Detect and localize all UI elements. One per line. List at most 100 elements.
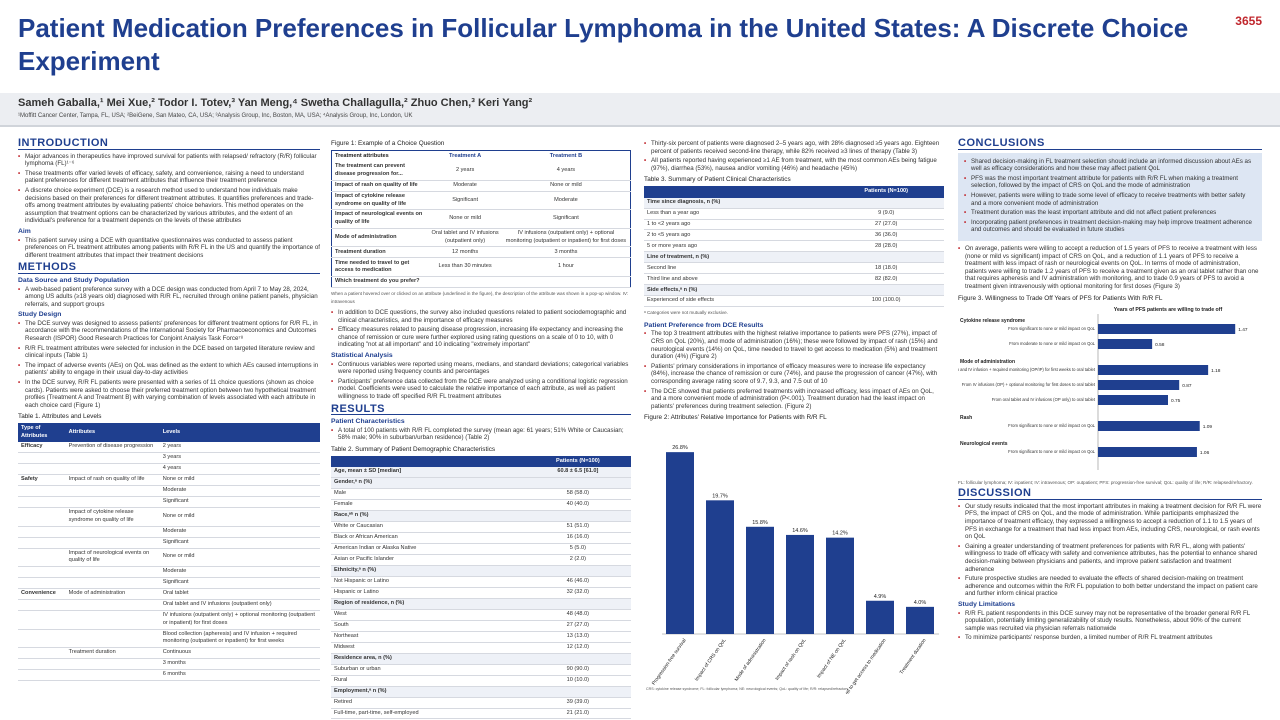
table-cell: The treatment can prevent disease progre…: [331, 162, 429, 181]
bullet-item: All patients reported having experienced…: [644, 157, 944, 172]
table-cell: [828, 251, 944, 264]
table-cell: 2 years: [159, 442, 320, 454]
table-row: Region of residence, n (%): [331, 598, 631, 610]
bullet-item: The DCE survey was designed to assess pa…: [18, 320, 320, 343]
data-label: 26.8%: [672, 445, 688, 451]
stat-analysis-heading: Statistical Analysis: [331, 352, 393, 360]
table-row: Third line and above 82 (82.0): [644, 273, 944, 286]
table-cell: [18, 599, 66, 611]
bar: [746, 526, 774, 634]
table-cell: Significant: [159, 577, 320, 589]
table-cell: [18, 463, 66, 476]
table-cell: Race,ᵃᵇ n (%): [331, 510, 525, 523]
willingness-list: On average, patients were willing to acc…: [958, 245, 1262, 291]
table-cell: Rural: [331, 675, 525, 687]
authors: Sameh Gaballa,¹ Mei Xue,² Todor I. Totev…: [18, 97, 533, 109]
table-cell: Full-time, part-time, self-employed: [331, 708, 525, 720]
results-heading: RESULTS: [331, 403, 631, 416]
table-cell: Male: [331, 488, 525, 501]
table-cell: 21 (21.0): [524, 708, 631, 720]
table-cell: Hispanic or Latino: [331, 587, 525, 599]
table-row: Midwest 12 (12.0): [331, 642, 631, 654]
table-cell: 27 (27.0): [828, 219, 944, 231]
table-cell: [524, 686, 631, 698]
bullet-item: To minimize participants' response burde…: [958, 634, 1262, 642]
table-cell: None or mild: [428, 209, 502, 229]
bullet-item: This patient survey using a DCE with qua…: [18, 237, 320, 260]
table-row: Full-time, part-time, self-employed 21 (2…: [331, 708, 631, 720]
bullet-item: A total of 100 patients with R/R FL comp…: [331, 427, 631, 442]
table-cell: South: [331, 620, 525, 632]
table-1-caption: Table 1. Attributes and Levels: [18, 413, 102, 421]
table-cell: Northeast: [331, 631, 525, 643]
table-row: Time needed to travel to get access to m…: [331, 257, 631, 277]
data-label: 0.87: [1182, 383, 1192, 389]
bullet-item: These treatments offer varied levels of …: [18, 170, 320, 185]
table-row: Race,ᵃᵇ n (%): [331, 510, 631, 523]
table-cell: Oral tablet and IV infusions (outpatient…: [428, 228, 502, 248]
discussion-list: Our study results indicated that the mos…: [958, 503, 1262, 598]
table-cell: Blood collection (apheresis) and IV infu…: [159, 629, 320, 649]
limitations-heading: Study Limitations: [958, 601, 1016, 608]
bar: [866, 600, 894, 634]
table-cell: None or mild: [159, 474, 320, 487]
group-label: Rash: [960, 415, 972, 421]
table-cell: [828, 197, 944, 209]
bar: [1098, 365, 1209, 376]
bar-label: From moderate to none or mild impact on …: [1009, 341, 1096, 346]
data-label: 0.58: [1155, 342, 1165, 348]
table-1: Type of Attributes Attributes Levels Eff…: [18, 423, 320, 681]
bar: [1098, 395, 1168, 406]
table-cell: 32 (32.0): [524, 587, 631, 599]
table-row: Age, mean ± SD [median] 60.8 ± 6.5 [61.0]: [331, 467, 631, 479]
column-1: INTRODUCTION Major advances in therapeut…: [18, 138, 320, 681]
data-source-list: A web-based patient preference survey wi…: [18, 286, 320, 309]
author-bar: Sameh Gaballa,¹ Mei Xue,² Todor I. Totev…: [0, 93, 1280, 127]
bar: [666, 452, 694, 634]
aim-heading: Aim: [18, 227, 31, 235]
table-row: Time since diagnosis, n (%): [644, 197, 944, 209]
table-cell: [65, 537, 160, 549]
table-cell: Retired: [331, 697, 525, 709]
x-tick-label: Impact of NE on QoL: [816, 638, 848, 680]
data-label: 1.47: [1238, 327, 1248, 333]
table-cell: Significant: [501, 209, 631, 229]
table-cell: Efficacy: [18, 442, 66, 454]
table-row: Convenience Mode of administration Oral ta…: [18, 588, 320, 600]
data-label: 14.2%: [832, 531, 848, 537]
bullet-item: PFS was the most important treatment att…: [964, 175, 1256, 190]
table-cell: 16 (16.0): [524, 532, 631, 544]
table-cell: 5 (5.0): [524, 543, 631, 555]
table-row: Experienced of side effects 100 (100.0): [644, 295, 944, 308]
table-row: The treatment can prevent disease progre…: [331, 162, 631, 181]
bar-label: From blood collection and IV infusion + …: [958, 367, 1096, 372]
bullet-item: Gaining a greater understanding of treat…: [958, 543, 1262, 573]
table-cell: [65, 658, 160, 670]
table-row: 4 years: [18, 463, 320, 476]
table-row: Significant: [18, 537, 320, 549]
table-cell: Moderate: [501, 191, 631, 211]
table-3-caption: Table 3. Summary of Patient Clinical Cha…: [644, 176, 791, 184]
table-cell: Side effects,ᵃ n (%): [644, 284, 829, 297]
table-cell: None or mild: [159, 507, 320, 527]
table-cell: Impact of rash on quality of life: [331, 180, 429, 192]
bullet-item: The DCE showed that patients preferred t…: [644, 388, 944, 411]
table-row: Significant: [18, 496, 320, 508]
table-cell: 2 to <5 years ago: [644, 229, 829, 242]
table-cell: Impact of neurological events on quality…: [65, 548, 160, 568]
table-cell: [65, 463, 160, 476]
table-2-header: Patients (N=100): [524, 455, 631, 468]
bullet-item: Major advances in therapeutics have impr…: [18, 153, 320, 168]
table-cell: Second line: [644, 262, 829, 275]
stat-analysis-list: Continuous variables were reported using…: [331, 361, 631, 401]
table-cell: 39 (39.0): [524, 697, 631, 709]
table-cell: Less than a year ago: [644, 208, 829, 220]
table-cell: [18, 496, 66, 508]
bar: [1098, 421, 1200, 432]
bullet-item: A web-based patient preference survey wi…: [18, 286, 320, 309]
study-design-list: The DCE survey was designed to assess pa…: [18, 320, 320, 410]
table-cell: 6 months: [159, 669, 320, 681]
study-design-heading: Study Design: [18, 311, 62, 319]
table-cell: Region of residence, n (%): [331, 598, 525, 610]
table-cell: IV infusions (outpatient only) + optiona…: [159, 610, 320, 630]
